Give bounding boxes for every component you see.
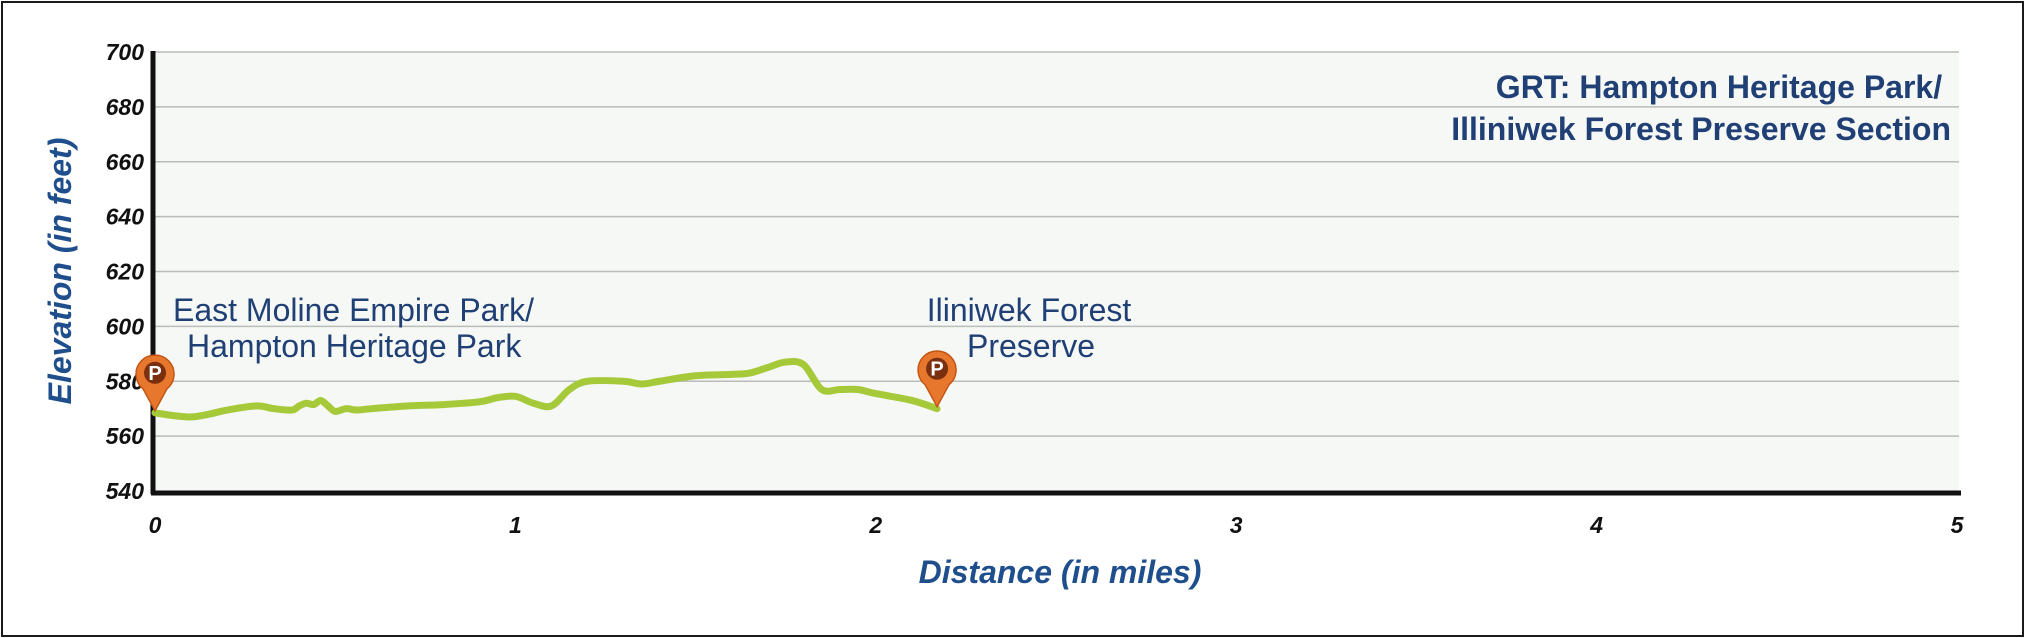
y-tick-label: 680 — [106, 94, 145, 120]
annotation-label-line: East Moline Empire Park/ — [173, 292, 534, 328]
x-tick-label: 0 — [149, 512, 162, 538]
annotation-label-line: Preserve — [967, 328, 1095, 364]
chart-title-line-1: GRT: Hampton Heritage Park/ — [1496, 69, 1942, 105]
parking-letter: P — [148, 363, 161, 385]
x-axis-title: Distance (in miles) — [919, 554, 1202, 590]
y-axis-title: Elevation (in feet) — [42, 138, 78, 405]
annotations: P East Moline Empire Park/Hampton Heritag… — [135, 292, 1132, 413]
parking-marker: P — [917, 350, 957, 409]
pin-inner-circle — [926, 357, 949, 380]
annotation-label-line: Iliniwek Forest — [927, 292, 1132, 328]
x-tick-label: 5 — [1951, 512, 1965, 538]
annotation-label: Iliniwek Forest Preserve — [927, 292, 1132, 364]
parking-marker: P — [135, 354, 175, 413]
y-tick-label: 600 — [106, 313, 145, 339]
grid-lines — [155, 51, 1959, 437]
parking-letter: P — [930, 359, 943, 381]
x-tick-label: 1 — [509, 512, 522, 538]
y-tick-label: 560 — [106, 423, 145, 449]
y-tick-label: 660 — [106, 149, 145, 175]
y-tick-label: 700 — [106, 39, 145, 65]
pin-inner-circle — [144, 361, 166, 384]
x-tick-label: 3 — [1230, 512, 1243, 538]
elevation-line — [151, 358, 941, 421]
x-axis-ticks: 0 1 2 3 4 5 — [149, 512, 1965, 538]
y-tick-label: 620 — [106, 259, 145, 285]
y-tick-label: 540 — [106, 478, 145, 504]
chart-title: GRT: Hampton Heritage Park/ Illiniwek Fo… — [1451, 69, 1951, 147]
x-tick-label: 4 — [1589, 512, 1603, 538]
annotation-label-line: Hampton Heritage Park — [187, 328, 522, 364]
annotation-label: East Moline Empire Park/Hampton Heritage… — [173, 292, 534, 364]
x-tick-label: 2 — [868, 512, 882, 538]
y-tick-label: 640 — [106, 204, 145, 230]
chart-title-line-2: Illiniwek Forest Preserve Section — [1451, 111, 1951, 147]
